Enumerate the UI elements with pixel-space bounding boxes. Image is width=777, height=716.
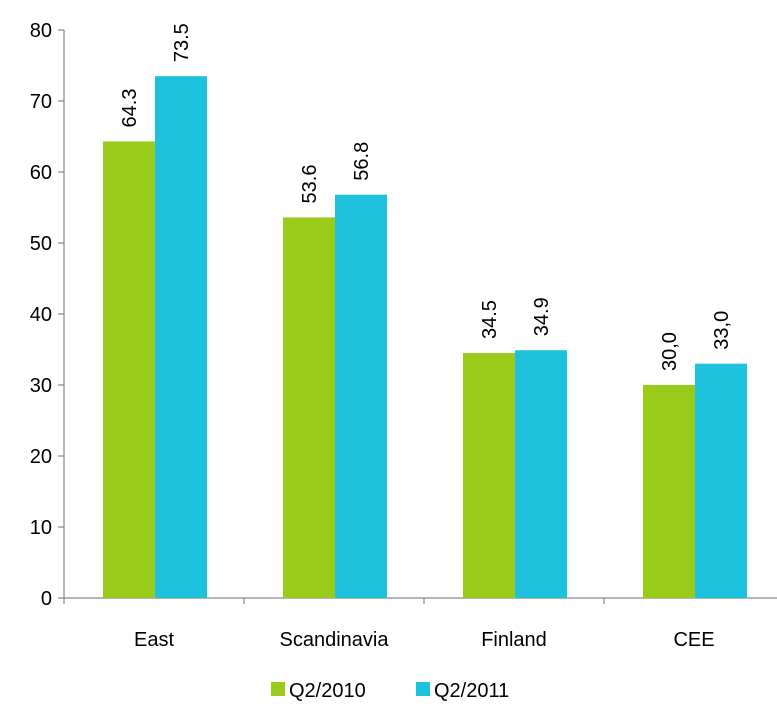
bar [515,350,567,598]
data-label: 64.3 [119,89,141,128]
data-label: 56.8 [351,142,373,181]
y-tick-label: 10 [30,517,52,539]
legend-swatch [416,682,430,696]
data-label: 34.5 [479,300,501,339]
bar [695,363,747,598]
x-tick-label: CEE [673,629,714,651]
y-tick-label: 80 [30,20,52,42]
data-label: 73.5 [171,23,193,62]
legend-label: Q2/2010 [289,680,366,702]
y-tick-label: 20 [30,446,52,468]
legend-swatch [271,682,285,696]
y-tick-label: 30 [30,375,52,397]
y-tick-label: 60 [30,162,52,184]
y-tick-label: 0 [41,588,52,610]
bar [463,353,515,598]
x-axis: East Scandinavia Finland CEE [63,597,777,651]
x-tick-label: Scandinavia [280,629,390,651]
x-tick-label: Finland [481,629,547,651]
x-tick-label: East [134,629,174,651]
y-tick-label: 50 [30,233,52,255]
data-labels: 64.3 53.6 34.5 30,0 73.5 56.8 34.9 33,0 [119,23,733,371]
bar [335,194,387,598]
data-label: 34.9 [531,297,553,336]
bar [643,385,695,598]
data-label: 30,0 [659,332,681,371]
bar [283,217,335,598]
data-label: 33,0 [711,311,733,350]
legend: Q2/2010 Q2/2011 [271,680,509,702]
data-label: 53.6 [299,165,321,204]
bar [103,141,155,598]
legend-label: Q2/2011 [434,680,509,702]
y-tick-label: 40 [30,304,52,326]
bar [155,76,207,598]
y-tick-label: 70 [30,91,52,113]
y-axis: 0 10 20 30 40 50 60 70 80 [30,20,65,610]
bars [103,76,747,598]
